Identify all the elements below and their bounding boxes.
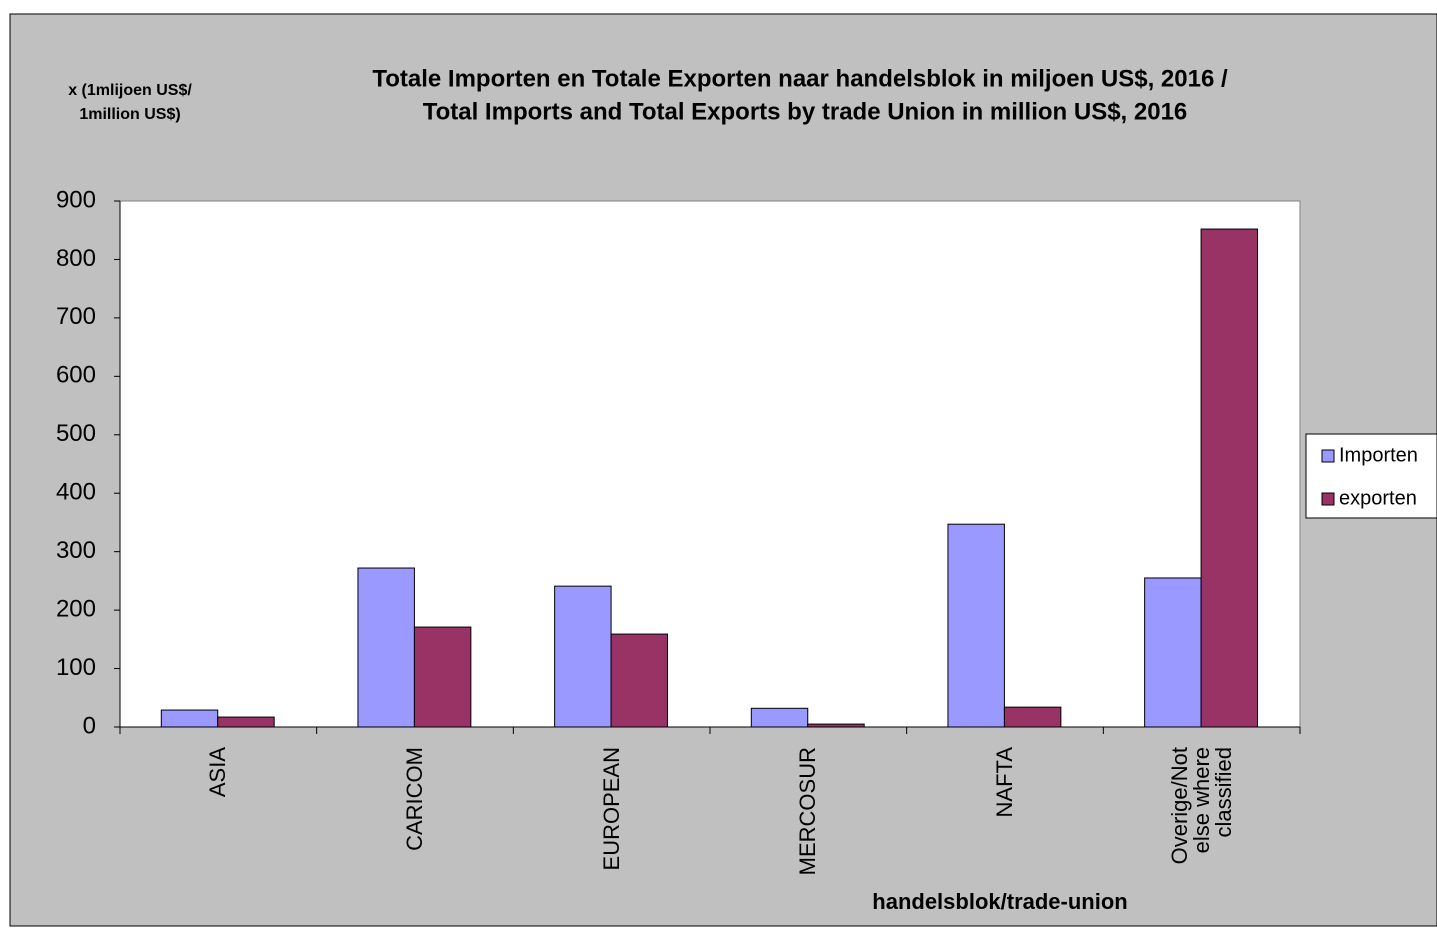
chart-title: Totale Importen en Totale Exporten naar … [372,65,1228,92]
x-tick-label: MERCOSUR [795,747,821,876]
bar [357,567,415,728]
bar [807,723,865,728]
x-tick-label: CARICOM [402,747,427,851]
y-tick-label: 200 [56,595,96,622]
y-tick-label: 800 [56,245,96,272]
y-tick-label: 900 [56,186,96,213]
legend-swatch [1321,492,1335,506]
bar [1003,706,1062,728]
chart-title: Total Imports and Total Exports by trade… [423,98,1188,125]
y-tick-label: 100 [56,654,96,681]
bar [413,626,472,728]
bar [610,633,669,728]
bar [750,707,809,728]
bar [947,523,1005,728]
x-tick-label: EUROPEAN [598,747,624,871]
bar [1200,228,1259,728]
x-tick-label: Overige/Not else where classified [1166,747,1236,865]
legend-label: exporten [1339,487,1417,509]
bar [217,716,275,728]
bar [554,585,612,728]
bar [1144,577,1202,728]
y-tick-label: 400 [56,479,96,506]
y-tick-label: 500 [56,420,96,447]
bar [160,709,219,728]
legend-label: Importen [1339,444,1418,466]
plot-area [119,200,1301,728]
y-tick-label: 0 [83,712,96,739]
x-axis-label: handelsblok/trade-union [872,889,1127,914]
x-tick-label: ASIA [205,747,231,798]
x-tick-label: NAFTA [992,747,1017,818]
y-axis-label: 1million US$) [79,106,180,123]
legend-swatch [1321,449,1335,463]
y-axis-label: x (1mlijoen US$/ [68,82,192,99]
y-tick-label: 600 [56,362,96,389]
y-tick-label: 300 [56,537,96,564]
y-tick-label: 700 [56,303,96,330]
